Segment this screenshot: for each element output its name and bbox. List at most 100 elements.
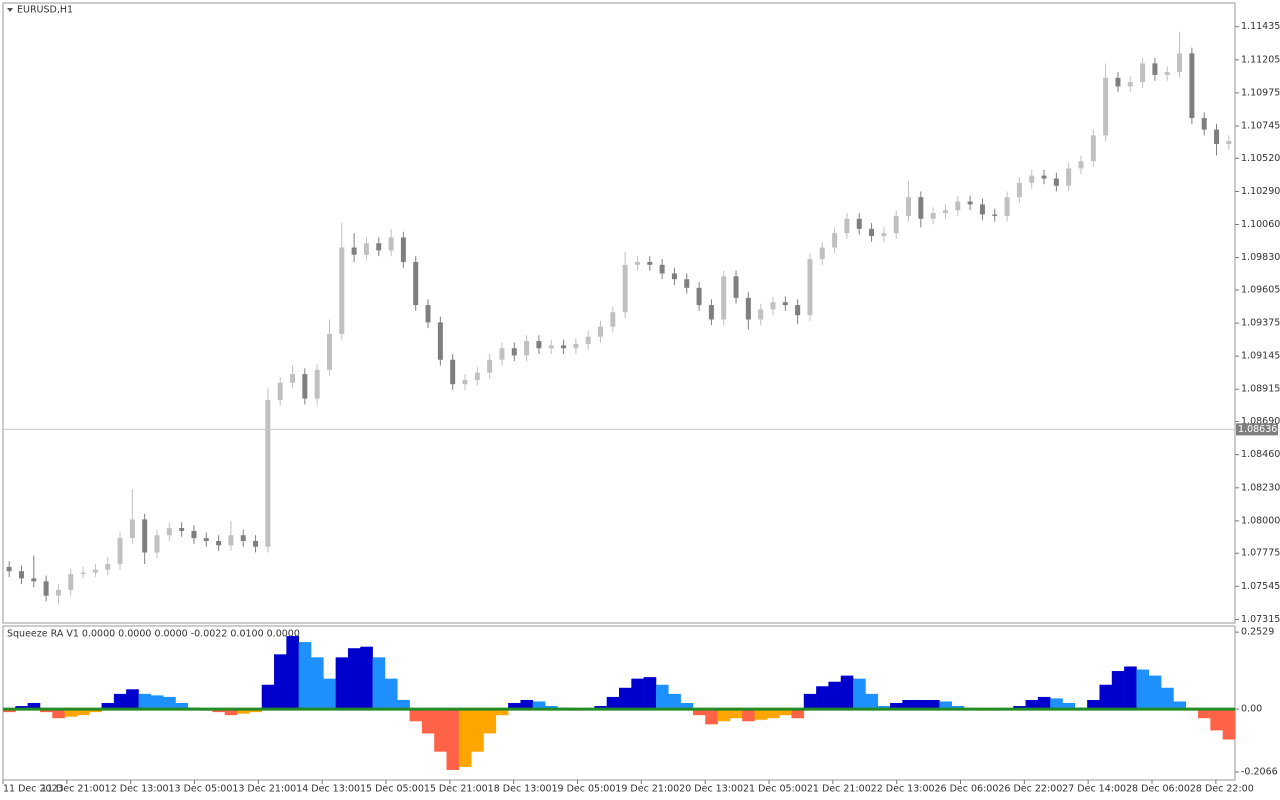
histogram-bar bbox=[150, 695, 164, 710]
histogram-bar bbox=[224, 709, 238, 716]
candle-body bbox=[154, 535, 160, 553]
candle-body bbox=[179, 528, 185, 531]
candle-body bbox=[573, 343, 579, 349]
collapse-icon[interactable] bbox=[7, 8, 13, 12]
x-tick-label: 28 Dec 22:00 bbox=[1190, 784, 1254, 795]
histogram-bar bbox=[840, 675, 854, 710]
x-tick-label: 11 Dec 21:00 bbox=[41, 784, 105, 795]
histogram-bar bbox=[779, 709, 792, 716]
candle-body bbox=[634, 261, 640, 265]
histogram-bar bbox=[532, 701, 546, 710]
histogram-bar bbox=[274, 654, 287, 710]
candle-body bbox=[1127, 82, 1133, 87]
candle-body bbox=[844, 218, 850, 234]
histogram-bar bbox=[64, 709, 78, 717]
candle-body bbox=[400, 237, 406, 262]
histogram-bar bbox=[3, 709, 16, 713]
y-tick-label: 0.2529 bbox=[1241, 627, 1274, 638]
candle-body bbox=[659, 264, 665, 274]
candle-body bbox=[166, 528, 172, 536]
histogram-bar bbox=[754, 709, 768, 720]
histogram-bar bbox=[483, 709, 497, 734]
y-tick-label: 1.08230 bbox=[1241, 482, 1280, 493]
histogram-bar bbox=[1198, 709, 1211, 719]
histogram-bar bbox=[249, 709, 263, 713]
histogram-bar bbox=[138, 693, 152, 710]
candle-body bbox=[105, 564, 111, 570]
histogram-bar bbox=[914, 699, 928, 710]
candle-body bbox=[1214, 129, 1220, 144]
candle-body bbox=[942, 210, 948, 214]
candle-body bbox=[142, 519, 148, 553]
histogram-bar bbox=[680, 703, 694, 710]
x-tick-label: 14 Dec 13:00 bbox=[296, 784, 360, 795]
y-tick-label: 1.11435 bbox=[1241, 21, 1280, 32]
y-tick-label: 1.09145 bbox=[1241, 351, 1280, 362]
histogram-bar bbox=[360, 646, 373, 710]
candle-body bbox=[622, 264, 628, 313]
histogram-bar bbox=[163, 696, 176, 710]
candle-body bbox=[992, 214, 998, 216]
histogram-bar bbox=[1161, 687, 1174, 710]
histogram-bar bbox=[655, 684, 669, 710]
x-tick-label: 13 Dec 05:00 bbox=[169, 784, 233, 795]
candle-body bbox=[918, 197, 924, 219]
histogram-bar bbox=[1099, 684, 1113, 710]
candle-body bbox=[228, 535, 234, 546]
candle-body bbox=[487, 359, 493, 373]
y-tick-label: 1.09375 bbox=[1241, 318, 1280, 329]
candle-body bbox=[598, 326, 604, 337]
histogram-bar bbox=[890, 703, 903, 710]
x-tick-label: 27 Dec 14:00 bbox=[1062, 784, 1126, 795]
histogram-bar bbox=[347, 648, 361, 710]
histogram-bar bbox=[384, 678, 398, 710]
candle-body bbox=[265, 400, 271, 547]
candle-body bbox=[1152, 63, 1158, 75]
histogram-bar bbox=[791, 709, 805, 719]
candle-body bbox=[55, 589, 61, 596]
candle-body bbox=[6, 566, 12, 572]
candle-body bbox=[671, 273, 677, 280]
histogram-bar bbox=[175, 703, 189, 710]
candle-body bbox=[1189, 53, 1195, 119]
candle-body bbox=[930, 213, 936, 219]
histogram-bar bbox=[1025, 699, 1039, 710]
candle-body bbox=[302, 374, 308, 399]
y-tick-label: 1.07315 bbox=[1241, 614, 1280, 625]
histogram-bar bbox=[434, 709, 447, 752]
candle-body bbox=[721, 276, 727, 320]
histogram-bar bbox=[471, 709, 484, 752]
y-tick-label: 1.08460 bbox=[1241, 449, 1280, 460]
candle-body bbox=[758, 309, 764, 320]
candle-body bbox=[733, 276, 739, 298]
candle-body bbox=[585, 336, 591, 344]
histogram-bar bbox=[1087, 699, 1100, 710]
candle-body bbox=[869, 228, 875, 237]
candle-body bbox=[18, 571, 24, 579]
candle-body bbox=[795, 305, 801, 316]
y-tick-label: 1.08000 bbox=[1241, 515, 1280, 526]
x-tick-label: 21 Dec 21:00 bbox=[807, 784, 871, 795]
histogram-bar bbox=[212, 709, 226, 713]
candle-body bbox=[191, 530, 197, 539]
candle-body bbox=[536, 341, 542, 349]
histogram-bar bbox=[631, 678, 644, 710]
candle-body bbox=[462, 379, 468, 385]
histogram-bar bbox=[705, 709, 718, 725]
y-tick-label: 1.07545 bbox=[1241, 581, 1280, 592]
current-price-box bbox=[1236, 423, 1278, 436]
candle-body bbox=[893, 215, 899, 234]
candle-body bbox=[450, 359, 456, 385]
candle-body bbox=[1090, 135, 1096, 162]
x-tick-label: 26 Dec 22:00 bbox=[998, 784, 1062, 795]
candle-body bbox=[955, 201, 961, 211]
candle-body bbox=[708, 305, 714, 320]
candle-body bbox=[129, 519, 135, 539]
y-tick-label: 1.10745 bbox=[1241, 120, 1280, 131]
candle-body bbox=[647, 261, 653, 265]
histogram-bar bbox=[828, 681, 842, 710]
y-tick-label: 1.07775 bbox=[1241, 548, 1280, 559]
histogram-bar bbox=[508, 703, 521, 710]
y-tick-label: 1.09605 bbox=[1241, 284, 1280, 295]
